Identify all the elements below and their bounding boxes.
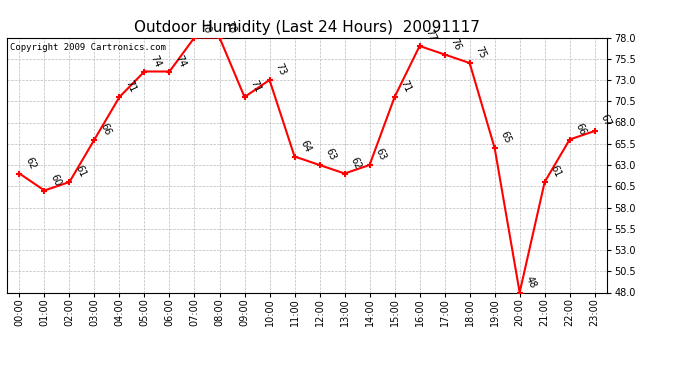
Text: 77: 77: [424, 28, 438, 43]
Text: 78: 78: [224, 19, 238, 35]
Text: 71: 71: [248, 79, 263, 94]
Text: 65: 65: [499, 130, 513, 145]
Text: 60: 60: [48, 172, 63, 188]
Text: 61: 61: [549, 164, 563, 179]
Text: 66: 66: [99, 122, 113, 137]
Text: 78: 78: [199, 19, 213, 35]
Text: 74: 74: [174, 53, 188, 69]
Text: 62: 62: [23, 155, 38, 171]
Text: 64: 64: [299, 138, 313, 154]
Text: 66: 66: [574, 122, 588, 137]
Text: 67: 67: [599, 113, 613, 128]
Text: 76: 76: [448, 36, 463, 52]
Text: Copyright 2009 Cartronics.com: Copyright 2009 Cartronics.com: [10, 43, 166, 52]
Text: 74: 74: [148, 53, 163, 69]
Text: 62: 62: [348, 155, 363, 171]
Text: 71: 71: [399, 79, 413, 94]
Text: 48: 48: [524, 274, 538, 290]
Text: 63: 63: [324, 147, 338, 162]
Title: Outdoor Humidity (Last 24 Hours)  20091117: Outdoor Humidity (Last 24 Hours) 2009111…: [134, 20, 480, 35]
Text: 75: 75: [474, 45, 488, 60]
Text: 73: 73: [274, 62, 288, 77]
Text: 61: 61: [74, 164, 88, 179]
Text: 71: 71: [124, 79, 138, 94]
Text: 63: 63: [374, 147, 388, 162]
